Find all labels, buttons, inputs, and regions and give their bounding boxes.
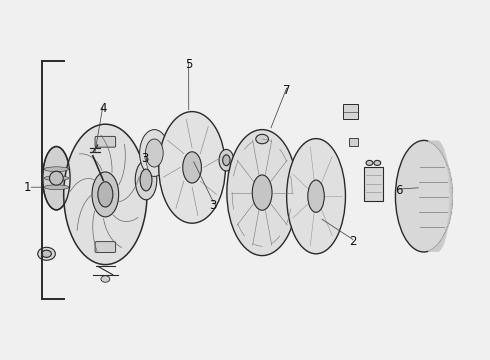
- Polygon shape: [450, 202, 452, 206]
- Polygon shape: [443, 155, 446, 158]
- FancyBboxPatch shape: [364, 166, 383, 201]
- Polygon shape: [447, 164, 448, 167]
- Polygon shape: [440, 150, 444, 152]
- Ellipse shape: [98, 182, 113, 207]
- Polygon shape: [448, 171, 450, 175]
- Polygon shape: [449, 175, 451, 178]
- Polygon shape: [444, 158, 447, 161]
- Ellipse shape: [252, 175, 272, 210]
- Ellipse shape: [64, 124, 147, 265]
- Polygon shape: [436, 146, 443, 148]
- Ellipse shape: [146, 139, 163, 167]
- Ellipse shape: [42, 250, 51, 257]
- Polygon shape: [444, 232, 447, 235]
- Ellipse shape: [43, 147, 70, 210]
- Polygon shape: [449, 214, 451, 218]
- Polygon shape: [449, 182, 452, 186]
- Ellipse shape: [92, 172, 119, 217]
- Text: 7: 7: [283, 84, 291, 96]
- Polygon shape: [450, 186, 452, 190]
- Ellipse shape: [256, 134, 269, 144]
- Polygon shape: [434, 247, 442, 248]
- Polygon shape: [448, 167, 449, 171]
- Ellipse shape: [140, 169, 152, 191]
- Ellipse shape: [374, 161, 381, 166]
- Polygon shape: [448, 221, 449, 225]
- Polygon shape: [438, 148, 444, 150]
- Ellipse shape: [222, 155, 230, 166]
- Ellipse shape: [287, 139, 345, 254]
- Polygon shape: [450, 198, 452, 202]
- Polygon shape: [436, 245, 443, 247]
- Ellipse shape: [101, 276, 110, 282]
- Text: 6: 6: [395, 184, 403, 197]
- Text: 4: 4: [99, 102, 107, 114]
- Ellipse shape: [49, 171, 63, 185]
- Polygon shape: [443, 235, 446, 238]
- Ellipse shape: [183, 152, 201, 183]
- Polygon shape: [449, 206, 452, 210]
- Ellipse shape: [44, 176, 69, 181]
- Ellipse shape: [135, 160, 157, 200]
- Ellipse shape: [159, 112, 225, 223]
- Ellipse shape: [140, 130, 169, 176]
- Ellipse shape: [219, 149, 234, 171]
- Text: 5: 5: [185, 58, 193, 71]
- Ellipse shape: [44, 167, 69, 172]
- Polygon shape: [449, 210, 451, 214]
- FancyBboxPatch shape: [95, 136, 116, 147]
- Polygon shape: [446, 229, 447, 232]
- Ellipse shape: [227, 130, 297, 256]
- Polygon shape: [432, 143, 441, 144]
- Text: 3: 3: [141, 152, 148, 165]
- Polygon shape: [450, 194, 452, 198]
- Polygon shape: [434, 144, 442, 146]
- Polygon shape: [428, 141, 439, 142]
- Ellipse shape: [308, 180, 324, 212]
- Polygon shape: [441, 152, 445, 155]
- Text: 1: 1: [23, 181, 31, 194]
- Polygon shape: [430, 249, 440, 251]
- Polygon shape: [450, 190, 452, 194]
- Polygon shape: [447, 225, 448, 229]
- Polygon shape: [440, 240, 444, 243]
- Polygon shape: [438, 243, 444, 245]
- Bar: [343, 104, 358, 119]
- Text: 2: 2: [349, 235, 357, 248]
- Ellipse shape: [44, 185, 69, 190]
- Polygon shape: [446, 161, 447, 164]
- Text: 3: 3: [209, 199, 217, 212]
- FancyBboxPatch shape: [95, 242, 116, 252]
- Bar: [349, 138, 358, 146]
- Ellipse shape: [38, 247, 55, 260]
- Polygon shape: [430, 142, 440, 143]
- Polygon shape: [449, 178, 451, 182]
- Ellipse shape: [395, 140, 452, 252]
- Polygon shape: [441, 238, 445, 240]
- Ellipse shape: [366, 161, 373, 166]
- Polygon shape: [432, 248, 441, 249]
- Polygon shape: [448, 218, 450, 221]
